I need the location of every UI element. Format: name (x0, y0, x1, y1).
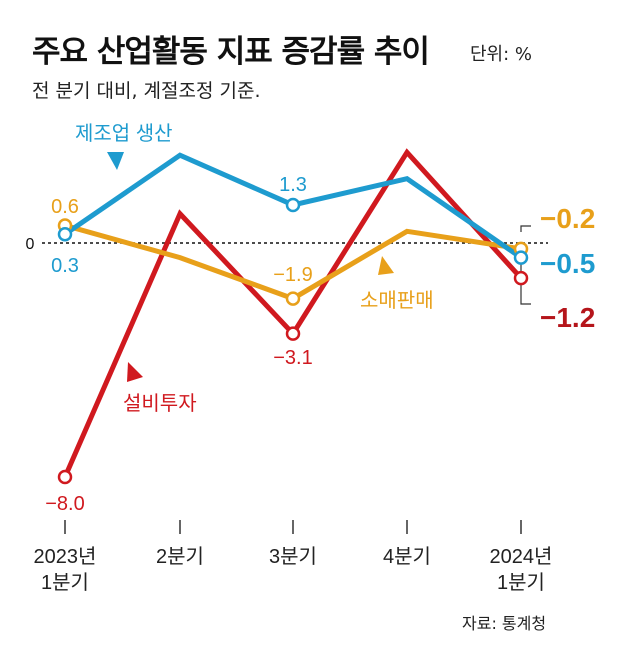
pointer-icon (107, 152, 124, 170)
data-point (285, 291, 301, 306)
data-point (57, 469, 73, 485)
x-tick-label: 1분기 (41, 571, 89, 594)
data-label: 0.3 (51, 255, 79, 277)
pointer-icon (127, 362, 143, 382)
data-label: −8.0 (45, 493, 84, 515)
data-point (513, 250, 529, 265)
zero-tick-label: 0 (26, 236, 35, 253)
data-label: 1.3 (279, 174, 307, 196)
x-tick-label: 3분기 (269, 545, 317, 568)
data-point (285, 326, 301, 341)
x-tick-label: 2024년 (490, 545, 553, 568)
data-label: −1.2 (540, 302, 595, 333)
x-tick-label: 2분기 (156, 545, 204, 568)
data-point (513, 270, 529, 286)
data-point (57, 226, 73, 242)
source-label: 자료: 통계청 (462, 614, 547, 633)
legend-label-manufacturing: 제조업 생산 (75, 122, 173, 145)
data-label: 0.6 (51, 196, 79, 218)
legend-label-investment: 설비투자 (123, 392, 197, 415)
chart-title: 주요 산업활동 지표 증감률 추이 (32, 34, 430, 70)
chart-subtitle: 전 분기 대비, 계절조정 기준. (32, 80, 261, 102)
pointer-icon (378, 256, 394, 275)
x-tick-label: 4분기 (383, 545, 431, 568)
data-label: −1.9 (273, 264, 312, 286)
x-tick-label: 1분기 (497, 571, 545, 594)
data-label: −0.5 (540, 248, 595, 279)
data-label: −0.2 (540, 203, 595, 234)
unit-label: 단위: % (470, 44, 533, 65)
x-tick-label: 2023년 (34, 545, 97, 568)
data-point (285, 197, 301, 213)
legend-label-retail: 소매판매 (360, 289, 434, 312)
value-bracket (520, 225, 531, 305)
data-label: −3.1 (273, 347, 312, 369)
series-line-1 (64, 223, 522, 302)
